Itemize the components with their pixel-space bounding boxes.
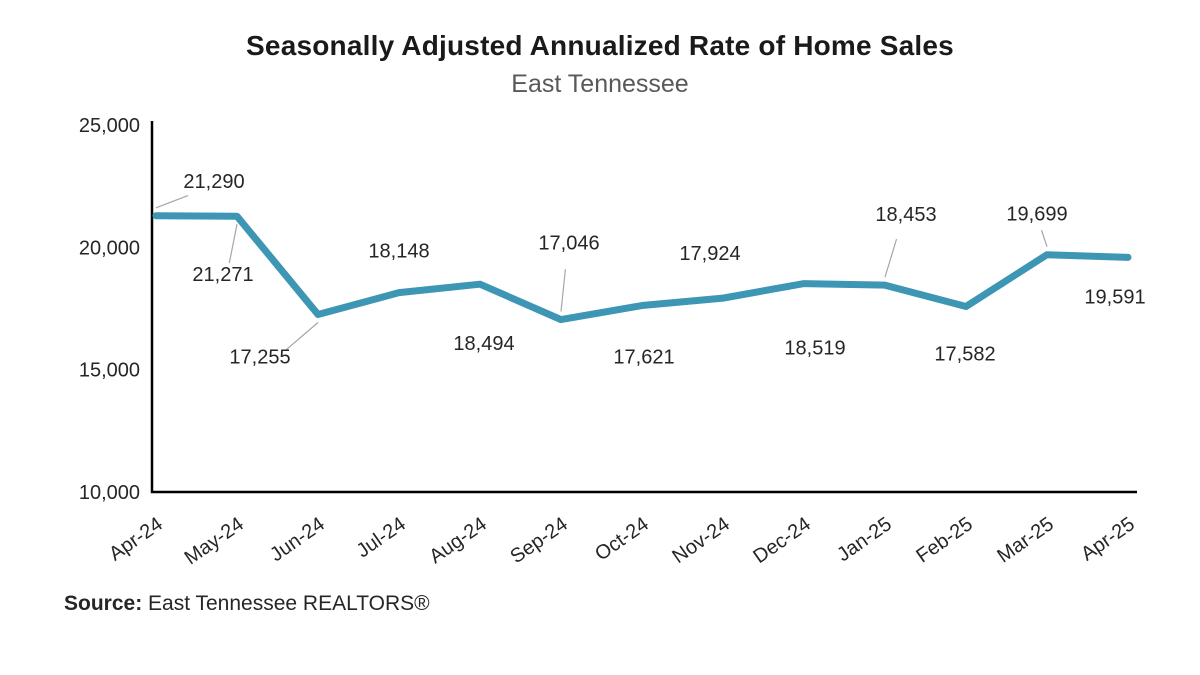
- data-point-label: 17,255: [229, 346, 290, 368]
- x-axis-tick-label: Nov-24: [668, 513, 733, 568]
- data-point-label: 17,621: [613, 347, 674, 369]
- y-axis-tick-label: 15,000: [79, 360, 140, 382]
- y-axis-tick-label: 10,000: [79, 482, 140, 504]
- x-axis-tick-label: Aug-24: [425, 513, 490, 568]
- data-point-label: 21,271: [192, 264, 253, 286]
- x-axis-tick-label: Apr-24: [105, 513, 167, 565]
- y-axis-tick-label: 25,000: [79, 115, 140, 137]
- data-point-label: 18,494: [453, 333, 514, 355]
- data-point-label: 18,148: [368, 241, 429, 263]
- x-axis-tick-label: Sep-24: [506, 513, 571, 568]
- y-axis-tick-label: 20,000: [79, 237, 140, 259]
- x-axis-tick-label: Jan-25: [833, 513, 896, 566]
- x-axis-tick-label: Oct-24: [591, 513, 653, 565]
- x-axis-tick-label: Jun-24: [266, 513, 329, 566]
- x-axis-tick-label: Apr-25: [1077, 513, 1139, 565]
- x-axis-tick-label: Jul-24: [353, 513, 410, 562]
- chart-title: Seasonally Adjusted Annualized Rate of H…: [246, 30, 954, 61]
- data-label-leader-line: [884, 238, 898, 278]
- x-axis-tick-label: May-24: [181, 513, 248, 569]
- x-axis-tick-label: Dec-24: [749, 513, 814, 568]
- x-axis-tick-label: Feb-25: [912, 513, 977, 567]
- data-label-leader-line: [285, 322, 319, 351]
- source-note: Source: East Tennessee REALTORS®: [64, 592, 430, 616]
- x-axis-tick-label: Mar-25: [993, 513, 1058, 567]
- data-point-label: 17,046: [538, 233, 599, 255]
- data-label-leader-line: [1040, 230, 1048, 247]
- data-point-label: 17,924: [679, 243, 740, 265]
- data-label-leader-line: [560, 269, 566, 312]
- sales-trend-line: [152, 212, 1132, 324]
- data-point-label: 19,699: [1006, 204, 1067, 226]
- source-text: East Tennessee REALTORS®: [142, 592, 430, 615]
- data-point-label: 19,591: [1084, 286, 1145, 308]
- source-label: Source:: [64, 592, 143, 615]
- axis-lines: [150, 121, 1137, 494]
- data-point-label: 21,290: [183, 171, 244, 193]
- data-point-label: 17,582: [934, 343, 995, 365]
- data-point-label: 18,453: [875, 204, 936, 226]
- data-label-leader-line: [155, 195, 189, 209]
- chart-subtitle: East Tennessee: [511, 70, 689, 98]
- data-point-label: 18,519: [784, 338, 845, 360]
- data-label-leader-line: [228, 224, 238, 264]
